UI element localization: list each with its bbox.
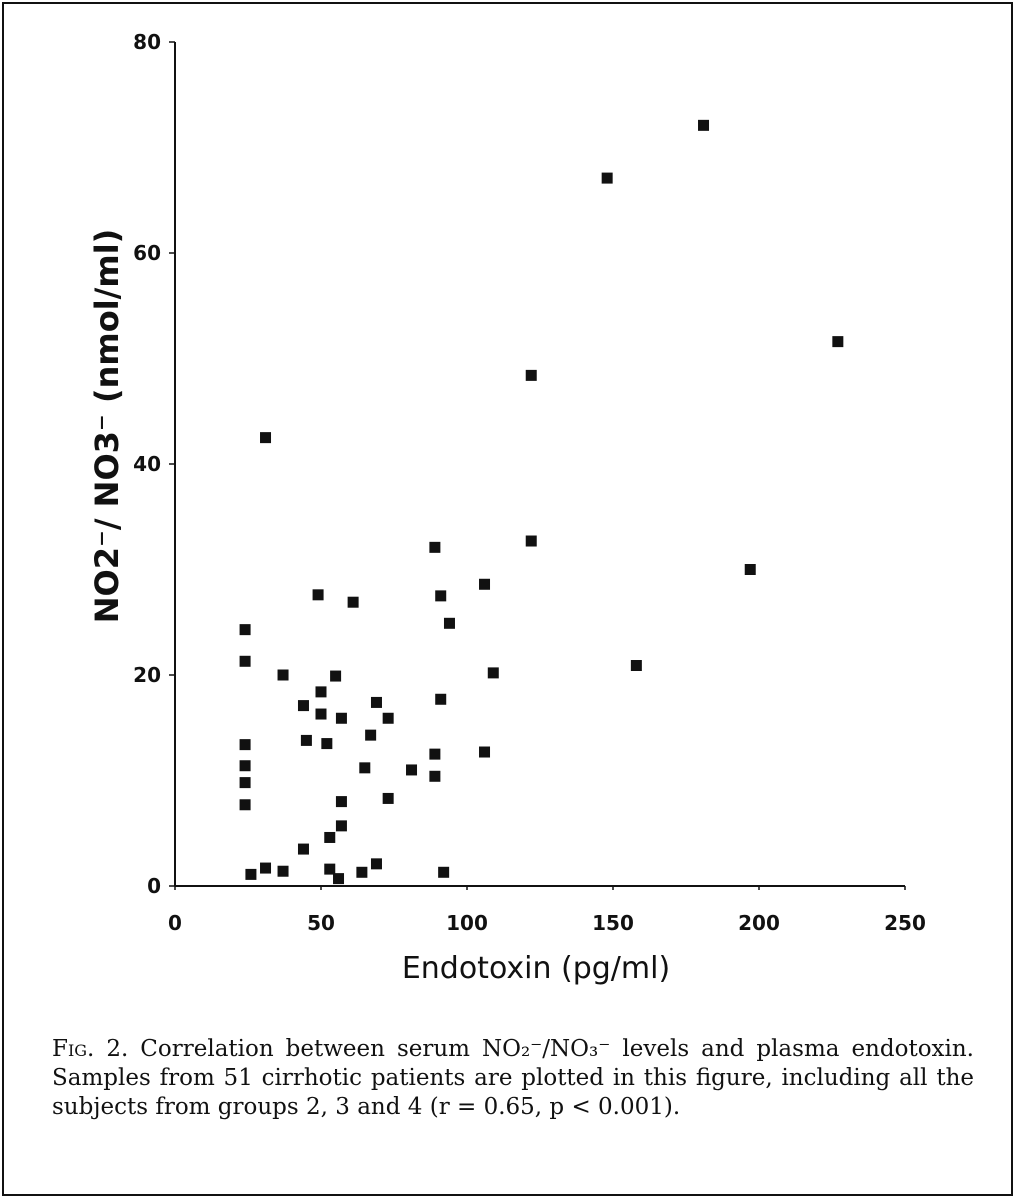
- data-point: [260, 432, 272, 444]
- data-point: [277, 865, 289, 877]
- y-tick-label: 0: [147, 874, 161, 898]
- y-ticks: 0 20 40 60 80: [133, 30, 175, 898]
- data-point: [744, 564, 756, 575]
- data-point: [370, 858, 382, 870]
- data-point: [297, 700, 309, 712]
- x-axis-title: Endotoxin (pg/ml): [402, 951, 670, 986]
- data-point: [312, 589, 324, 601]
- scatter-chart: 0 50 100 150 200 250 0 20 40 60 80 Endotoxin (pg/…: [88, 30, 926, 986]
- data-point: [438, 866, 450, 878]
- data-point: [239, 739, 251, 751]
- x-tick-label: 100: [446, 911, 488, 935]
- data-point: [335, 796, 347, 808]
- y-tick-label: 20: [133, 663, 161, 687]
- data-point: [382, 792, 394, 804]
- data-point: [370, 696, 382, 708]
- data-point: [365, 729, 377, 741]
- data-point: [245, 868, 257, 880]
- data-point: [630, 660, 642, 672]
- data-point: [324, 863, 336, 875]
- data-point: [359, 762, 371, 774]
- data-point: [297, 843, 309, 855]
- data-point: [239, 624, 251, 636]
- data-point: [315, 708, 327, 720]
- data-point: [435, 590, 447, 602]
- x-tick-label: 150: [592, 911, 634, 935]
- data-point: [435, 693, 447, 705]
- data-point: [277, 669, 289, 681]
- data-point: [330, 670, 342, 682]
- y-tick-label: 40: [133, 452, 161, 476]
- data-point: [525, 535, 537, 547]
- y-tick-label: 60: [133, 241, 161, 265]
- data-point: [479, 578, 491, 590]
- y-tick-label: 80: [133, 30, 161, 54]
- data-point: [429, 748, 441, 760]
- data-point: [525, 369, 537, 381]
- y-axis-title: NO2⁻/ NO3⁻ (nmol/ml): [88, 229, 126, 624]
- x-tick-label: 50: [307, 911, 335, 935]
- data-point: [239, 799, 251, 811]
- data-point: [335, 820, 347, 832]
- data-point: [487, 667, 499, 679]
- axes: [174, 42, 905, 887]
- data-point: [443, 617, 455, 629]
- data-points: [239, 119, 844, 885]
- data-point: [406, 764, 418, 776]
- data-point: [479, 746, 491, 758]
- data-point: [239, 655, 251, 667]
- data-point: [347, 596, 359, 608]
- x-tick-label: 200: [738, 911, 780, 935]
- caption-text: Correlation between serum NO₂⁻/NO₃⁻ leve…: [52, 1036, 974, 1120]
- figure-label: Fig. 2.: [52, 1036, 129, 1062]
- x-tick-label: 250: [884, 911, 926, 935]
- data-point: [260, 862, 272, 874]
- x-tick-label: 0: [168, 911, 182, 935]
- data-point: [321, 738, 333, 750]
- data-point: [239, 760, 251, 772]
- data-point: [324, 831, 336, 843]
- data-point: [832, 336, 844, 348]
- data-point: [300, 734, 312, 746]
- x-ticks: 0 50 100 150 200 250: [168, 886, 926, 935]
- data-point: [239, 777, 251, 789]
- data-point: [315, 686, 327, 698]
- data-point: [601, 172, 613, 184]
- data-point: [698, 119, 710, 131]
- data-point: [356, 866, 368, 878]
- data-point: [335, 712, 347, 724]
- data-point: [333, 873, 345, 885]
- data-point: [429, 770, 441, 782]
- data-point: [382, 712, 394, 724]
- data-point: [429, 541, 441, 553]
- figure-caption: Fig. 2. Correlation between serum NO₂⁻/N…: [52, 1035, 974, 1122]
